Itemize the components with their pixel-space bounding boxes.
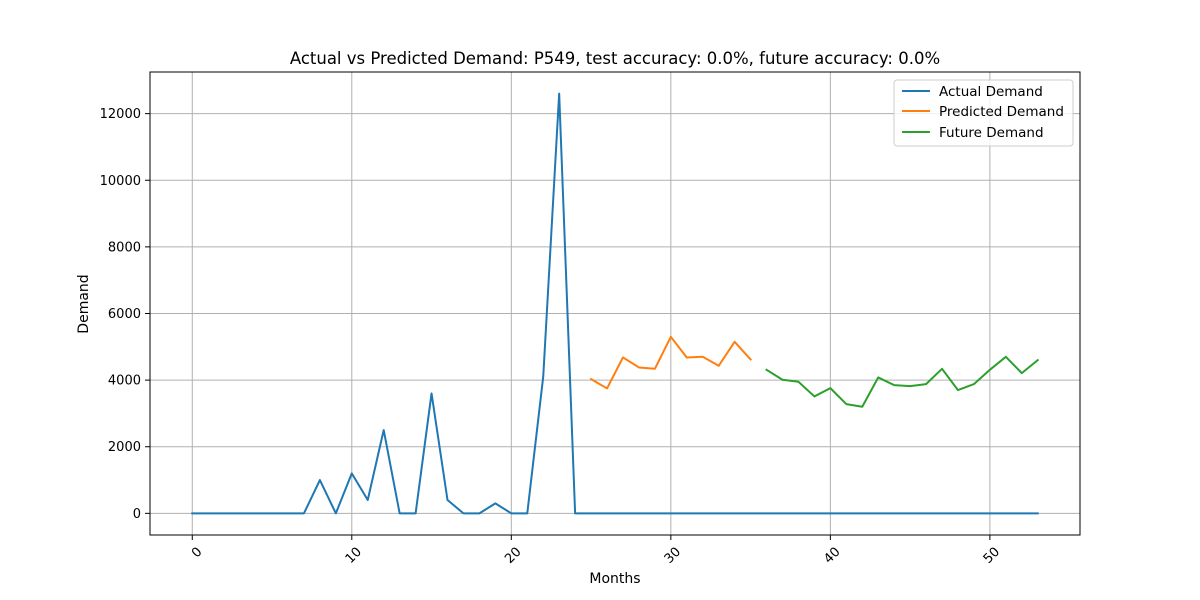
x-tick-label: 10 bbox=[343, 545, 365, 567]
x-tick-label: 0 bbox=[189, 545, 205, 561]
y-tick-label: 0 bbox=[133, 507, 141, 522]
series-lines bbox=[191, 92, 1040, 515]
x-axis-label: Months bbox=[589, 571, 640, 587]
x-tick-label: 20 bbox=[502, 545, 524, 567]
y-tick-label: 8000 bbox=[108, 240, 141, 255]
y-tick-label: 2000 bbox=[108, 440, 141, 455]
legend: Actual Demand Predicted Demand Future De… bbox=[893, 79, 1074, 147]
legend-box bbox=[893, 79, 1074, 147]
y-axis-label: Demand bbox=[76, 274, 92, 333]
predicted-demand-line bbox=[589, 335, 753, 390]
chart-title: Actual vs Predicted Demand: P549, test a… bbox=[290, 49, 940, 68]
x-tick-label: 30 bbox=[662, 545, 684, 567]
y-tick-label: 6000 bbox=[108, 307, 141, 322]
y-tick-label: 10000 bbox=[100, 174, 141, 189]
actual-demand-line bbox=[191, 92, 1039, 515]
legend-label-future: Future Demand bbox=[939, 125, 1044, 141]
y-tick-label: 12000 bbox=[100, 107, 141, 122]
future-demand-line bbox=[765, 355, 1040, 408]
legend-label-predicted: Predicted Demand bbox=[939, 104, 1064, 120]
x-tick-label: 40 bbox=[821, 545, 843, 567]
y-tick-label: 4000 bbox=[108, 374, 141, 389]
x-tick-label: 50 bbox=[981, 545, 1003, 567]
legend-label-actual: Actual Demand bbox=[939, 84, 1043, 100]
axis-ticks: 0 10 20 30 40 50 0 2000 4000 6000 8000 10000 12000 bbox=[100, 107, 1003, 567]
plot-area bbox=[149, 71, 1081, 536]
